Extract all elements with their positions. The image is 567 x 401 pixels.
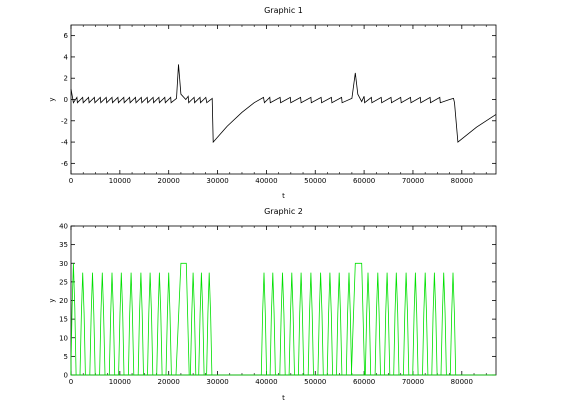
- pulse-line: [118, 272, 125, 376]
- x-tick-label: 60000: [353, 378, 375, 386]
- x-tick-label: 10000: [109, 378, 131, 386]
- pulse-line: [364, 272, 372, 376]
- x-tick-label: 70000: [402, 378, 424, 386]
- pulse-line: [345, 272, 352, 376]
- x-tick-label: 40000: [255, 177, 277, 185]
- x-tick-label: 20000: [158, 177, 180, 185]
- y-axis-label: y: [48, 298, 56, 302]
- x-tick-label: 50000: [304, 378, 326, 386]
- pulse-line: [206, 272, 213, 376]
- x-tick-label: 80000: [451, 177, 473, 185]
- y-tick-label: 10: [59, 334, 68, 342]
- pulse-line: [412, 272, 419, 376]
- pulse-line: [198, 272, 205, 376]
- pulse-line: [298, 272, 305, 376]
- series-line: [70, 64, 497, 144]
- y-tick-label: 4: [64, 53, 69, 61]
- x-tick-label: 40000: [255, 378, 277, 386]
- pulse-line: [260, 272, 267, 376]
- plot-frame-1: [70, 24, 497, 175]
- pulse-line: [165, 272, 172, 376]
- y-tick-label: 30: [59, 260, 68, 268]
- plateau-line: [175, 262, 190, 376]
- pulse-line: [422, 272, 429, 376]
- pulse-line: [147, 272, 154, 376]
- pulse-line: [449, 272, 457, 376]
- y-tick-label: 25: [59, 278, 68, 286]
- pulse-line: [128, 272, 135, 376]
- pulse-line: [431, 272, 438, 376]
- x-tick-label: 70000: [402, 177, 424, 185]
- y-tick-label: 0: [64, 372, 68, 380]
- chart-title-2: Graphic 2: [264, 207, 303, 216]
- x-tick-label: 30000: [206, 177, 228, 185]
- x-axis-label: t: [282, 192, 285, 200]
- pulse-line: [79, 272, 86, 376]
- x-tick-label: 60000: [353, 177, 375, 185]
- pulse-line: [440, 272, 447, 376]
- y-tick-label: 15: [59, 316, 68, 324]
- y-tick-label: 5: [64, 353, 68, 361]
- y-tick-label: 0: [64, 96, 68, 104]
- pulse-line: [374, 272, 381, 376]
- pulse-line: [326, 272, 333, 376]
- pulse-line: [279, 272, 286, 376]
- pulse-line: [108, 272, 116, 376]
- x-axis-label: t: [282, 394, 285, 401]
- pulse-line: [190, 272, 197, 376]
- pulse-line: [336, 272, 343, 376]
- y-tick-label: 40: [59, 223, 68, 231]
- x-tick-label: 50000: [304, 177, 326, 185]
- x-tick-label: 0: [69, 177, 73, 185]
- pulse-line: [156, 272, 163, 376]
- pulse-line: [307, 272, 314, 376]
- pulse-line: [288, 272, 295, 376]
- x-tick-label: 30000: [206, 378, 228, 386]
- chart-title-1: Graphic 1: [264, 6, 303, 15]
- pulse-line: [393, 272, 400, 376]
- x-tick-label: 80000: [451, 378, 473, 386]
- pulse-line: [137, 272, 144, 376]
- plateau-line: [351, 262, 365, 376]
- pulse-line: [269, 272, 276, 376]
- y-tick-label: 35: [59, 241, 68, 249]
- y-tick-label: 6: [64, 32, 69, 40]
- y-tick-label: -2: [61, 117, 68, 125]
- pulse-line: [70, 263, 77, 376]
- y-tick-label: -6: [61, 160, 69, 168]
- y-tick-label: 2: [64, 75, 68, 83]
- x-tick-label: 10000: [109, 177, 131, 185]
- y-axis-label: y: [48, 97, 56, 101]
- x-tick-label: 20000: [158, 378, 180, 386]
- x-tick-label: 0: [69, 378, 73, 386]
- y-tick-label: -4: [61, 139, 69, 147]
- pulse-line: [89, 272, 96, 376]
- y-tick-label: 20: [59, 297, 68, 305]
- pulse-line: [99, 272, 106, 376]
- pulse-line: [403, 272, 410, 376]
- pulse-line: [317, 272, 324, 376]
- pulse-line: [384, 272, 391, 376]
